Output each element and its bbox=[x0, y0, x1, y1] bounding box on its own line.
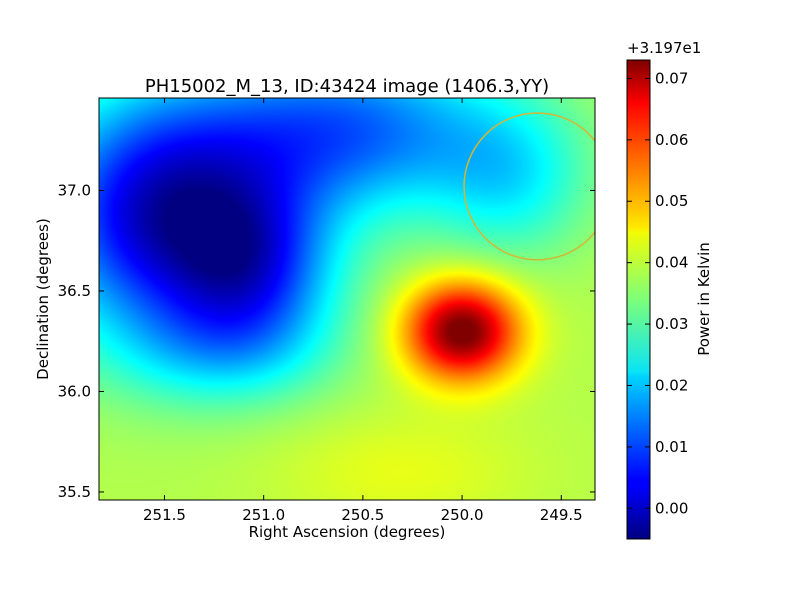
x-axis-ticks: 251.5 251.0 250.5 250.0 249.5 bbox=[143, 98, 583, 524]
chart-title: PH15002_M_13, ID:43424 image (1406.3,YY) bbox=[145, 76, 549, 97]
heatmap-plot-area bbox=[98, 97, 596, 501]
colorbar-tick-label: 0.01 bbox=[655, 438, 688, 456]
x-axis-label: Right Ascension (degrees) bbox=[249, 523, 446, 541]
colorbar-offset-text: +3.197e1 bbox=[627, 39, 701, 57]
heatmap-image bbox=[99, 98, 595, 500]
x-tick-label: 249.5 bbox=[540, 506, 583, 524]
y-axis-label: Declination (degrees) bbox=[34, 218, 52, 380]
annotation-circle bbox=[463, 112, 595, 261]
colorbar-tick-label: 0.03 bbox=[655, 315, 688, 333]
y-tick-label: 37.0 bbox=[58, 181, 91, 199]
colorbar-tick-label: 0.00 bbox=[655, 499, 688, 517]
x-tick-label: 250.0 bbox=[441, 506, 484, 524]
colorbar-frame bbox=[626, 59, 651, 540]
x-tick-label: 251.5 bbox=[143, 506, 186, 524]
y-tick-label: 36.5 bbox=[58, 282, 91, 300]
colorbar-tick-label: 0.04 bbox=[655, 254, 688, 272]
y-tick-label: 35.5 bbox=[58, 483, 91, 501]
colorbar-ticks: 0.00 0.01 0.02 0.03 0.04 0.05 0.06 0.07 bbox=[627, 69, 688, 517]
colorbar: 0.00 0.01 0.02 0.03 0.04 0.05 0.06 0.07 +3.197e… bbox=[626, 39, 713, 540]
colorbar-tick-label: 0.07 bbox=[655, 69, 688, 87]
colorbar-gradient bbox=[627, 60, 650, 539]
colorbar-tick-label: 0.06 bbox=[655, 131, 688, 149]
y-tick-label: 36.0 bbox=[58, 382, 91, 400]
x-tick-label: 251.0 bbox=[242, 506, 285, 524]
y-axis-ticks: 35.5 36.0 36.5 37.0 bbox=[58, 181, 595, 501]
colorbar-label: Power in Kelvin bbox=[695, 242, 713, 356]
colorbar-tick-label: 0.02 bbox=[655, 376, 688, 394]
x-tick-label: 250.5 bbox=[341, 506, 384, 524]
colorbar-tick-label: 0.05 bbox=[655, 192, 688, 210]
plot-frame bbox=[98, 97, 596, 501]
